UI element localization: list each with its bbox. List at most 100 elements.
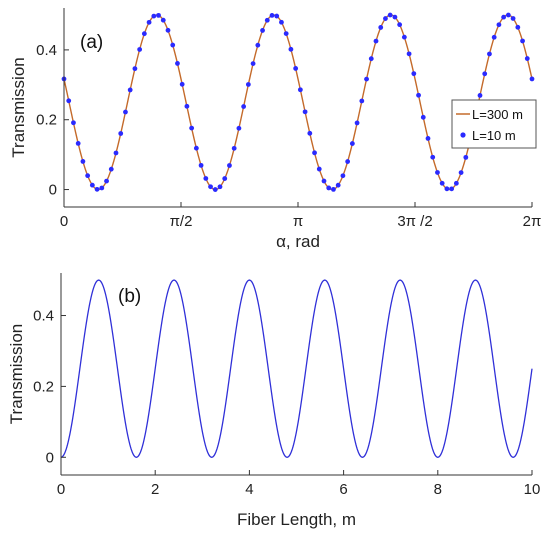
chart-a-series-10m-point: [435, 170, 440, 175]
chart-a-series-10m-point: [307, 130, 313, 136]
chart-a-series-10m-point: [156, 12, 161, 18]
chart-a-x-tick-label: 0: [60, 213, 68, 230]
chart-a-series-10m-point: [231, 145, 237, 151]
chart-a-series-10m-point: [335, 182, 341, 188]
chart-a-series-10m-point: [71, 120, 76, 126]
chart-a-series-10m-point: [524, 56, 530, 61]
chart-a-series-10m-point: [255, 42, 261, 48]
chart-a-series-10m-point: [245, 82, 251, 87]
chart-a-series-10m-point: [75, 141, 81, 146]
chart-a-series-10m-point: [321, 178, 327, 184]
chart-a-series-10m-point: [132, 66, 138, 72]
chart-a-series-10m-point: [354, 120, 360, 126]
chart-a-series-10m-point: [373, 38, 379, 44]
chart-a-series-10m-point: [487, 51, 492, 57]
chart-a-series-10m-point: [430, 154, 436, 160]
chart-a-series-10m-point: [118, 131, 124, 136]
chart-a-panel-label: (a): [80, 32, 103, 53]
chart-a-series-10m-point: [326, 185, 332, 191]
chart-a-series-10m-point: [520, 38, 525, 44]
chart-a-series-10m-point: [241, 104, 247, 109]
chart-b-axes: 0 2 4 6 8 10 0 0.2 0.4: [33, 273, 540, 498]
chart-a-series-10m-point: [203, 176, 209, 181]
chart-a-series-10m-point: [264, 17, 270, 23]
chart-a-series-10m-point: [345, 159, 351, 164]
chart-a-series-10m-point: [477, 93, 483, 98]
chart-a-x-tick-label: π/2: [170, 213, 193, 230]
chart-a-series-10m-point: [141, 31, 147, 37]
chart-a-y-axis-label: Transmission: [9, 57, 28, 157]
chart-a-series-10m-point: [392, 14, 398, 20]
chart-a-series-10m-point: [137, 47, 143, 52]
chart-a-series-10m-point: [236, 125, 242, 131]
chart-a-legend-swatch-10m: [460, 132, 466, 138]
chart-b-x-tick-label: 10: [524, 481, 541, 498]
chart-a-series-10m-point: [416, 92, 421, 98]
chart-b-y-tick-label: 0.4: [33, 308, 54, 325]
chart-a-y-tick-label: 0: [49, 182, 57, 199]
chart-b-series-line: [60, 279, 533, 458]
chart-a-series-10m-point: [94, 186, 100, 192]
chart-a-series-10m-point: [189, 125, 195, 131]
chart-a-legend-label-10m: L=10 m: [472, 128, 516, 143]
chart-a-x-tick-label: π: [293, 213, 303, 230]
chart-a-series-10m-point: [227, 163, 232, 168]
chart-a-series-10m-point: [453, 180, 459, 186]
chart-a-series-10m-point: [510, 16, 516, 21]
chart-a-series-10m-point: [378, 25, 384, 30]
chart-a-series-10m-point: [184, 103, 190, 109]
chart-b-x-tick-label: 6: [339, 481, 347, 498]
chart-a-series-10m-point: [340, 173, 346, 179]
chart-a-series-10m-point: [425, 136, 431, 141]
chart-a-series-10m-point: [175, 61, 180, 66]
chart-a-series-10m-point: [293, 66, 299, 71]
chart-b-y-axis-label: Transmission: [7, 324, 26, 424]
chart-a-series-10m-point: [179, 81, 185, 87]
chart-a-series-10m-point: [444, 186, 450, 192]
chart-a-series-10m-point: [411, 71, 417, 77]
chart-a-series-10m-point: [89, 182, 95, 188]
chart-b-x-tick-label: 2: [151, 481, 159, 498]
chart-a-series-10m-point: [458, 170, 464, 176]
chart-a-series-10m-point: [151, 13, 157, 19]
chart-b-x-tick-label: 8: [434, 481, 442, 498]
chart-a-series-10m-point: [127, 87, 133, 93]
chart-b-x-axis-label: Fiber Length, m: [237, 510, 356, 529]
chart-panel-a: 0 π/2 π 3π /2 2π 0 0.2 0.4 (a) α, rad Transmiss…: [9, 8, 541, 251]
chart-a-series-10m-point: [331, 186, 336, 192]
chart-a-series-10m-point: [297, 87, 303, 93]
chart-a-series-10m-point: [505, 12, 511, 18]
chart-a-series-10m-point: [123, 109, 128, 115]
chart-a-series-10m-point: [496, 22, 502, 28]
chart-a-series-10m-point: [104, 178, 109, 184]
chart-a-series-10m-point: [312, 150, 317, 156]
chart-b-x-tick-label: 0: [57, 481, 65, 498]
chart-a-legend-label-300m: L=300 m: [472, 107, 523, 122]
chart-a-series-10m-point: [80, 159, 86, 164]
chart-a-series-10m-point: [146, 19, 152, 25]
chart-a-series-10m-point: [515, 24, 521, 30]
chart-a-series: [61, 12, 535, 192]
chart-a-series-10m-point: [368, 56, 374, 62]
chart-a-series-10m-point: [302, 109, 308, 115]
chart-b-y-tick-label: 0: [46, 449, 54, 466]
chart-a-series-10m-point: [170, 42, 176, 48]
chart-a-series-10m-point: [316, 166, 322, 172]
chart-b-y-tick-label: 0.2: [33, 378, 54, 395]
chart-a-series-10m-point: [383, 16, 388, 21]
chart-b-panel-label: (b): [118, 286, 141, 307]
chart-a-series-10m-point: [222, 176, 228, 181]
chart-a-series-300m-line: [63, 14, 533, 191]
chart-a-series-10m-point: [364, 76, 369, 82]
chart-a-series-10m-point: [66, 98, 72, 104]
chart-a-series-10m-point: [165, 27, 171, 33]
chart-a-legend: L=300 m L=10 m: [451, 99, 537, 149]
chart-a-y-tick-label: 0.4: [36, 42, 57, 59]
chart-a-series-10m-point: [387, 12, 393, 18]
chart-a-series-10m-point: [482, 71, 488, 77]
chart-a-series-10m-point: [160, 17, 166, 23]
chart-a-series-10m-point: [420, 114, 426, 120]
chart-a-series-10m-point: [250, 61, 256, 66]
chart-a-series-10m-point: [99, 185, 105, 191]
